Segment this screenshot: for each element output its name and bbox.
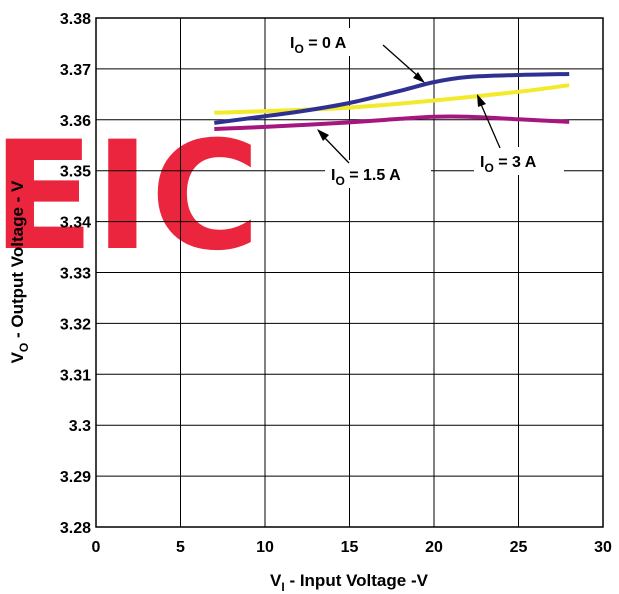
y-tick-label: 3.35 bbox=[60, 164, 91, 181]
y-axis-label: VO - Output Voltage - V bbox=[8, 180, 31, 363]
series-io-1-5a-line bbox=[214, 114, 570, 131]
x-tick-label: 0 bbox=[92, 539, 101, 556]
y-tick-label: 3.34 bbox=[60, 215, 91, 232]
series-io-0a-line bbox=[214, 71, 570, 125]
tick-labels: 0 5 10 15 20 25 30 3.28 3.29 3.3 3.31 3.32 3.33 3.34 3… bbox=[60, 11, 612, 556]
y-tick-label: 3.29 bbox=[60, 469, 91, 486]
x-tick-label: 10 bbox=[256, 539, 274, 556]
svg-text:IO = 0 A: IO = 0 A bbox=[290, 35, 347, 56]
y-tick-label: 3.3 bbox=[69, 418, 91, 435]
x-tick-label: 15 bbox=[341, 539, 359, 556]
y-tick-label: 3.32 bbox=[60, 316, 91, 333]
series-layer bbox=[214, 71, 570, 131]
x-tick-label: 30 bbox=[594, 539, 612, 556]
y-tick-label: 3.37 bbox=[60, 62, 91, 79]
annotation-io-1-5a: IO = 1.5 A bbox=[317, 129, 431, 188]
annotation-io-0a: IO = 0 A bbox=[283, 28, 425, 83]
y-tick-label: 3.36 bbox=[60, 113, 91, 130]
svg-text:IO = 3 A: IO = 3 A bbox=[480, 154, 537, 175]
annotation-io-3a: IO = 3 A bbox=[474, 94, 564, 175]
y-tick-label: 3.31 bbox=[60, 367, 91, 384]
y-tick-label: 3.28 bbox=[60, 520, 91, 537]
svg-text:IO = 1.5 A: IO = 1.5 A bbox=[331, 167, 401, 188]
x-tick-label: 5 bbox=[176, 539, 185, 556]
x-tick-label: 25 bbox=[510, 539, 528, 556]
x-axis-label: VI - Input Voltage -V bbox=[270, 571, 429, 594]
watermark: EIC bbox=[0, 110, 260, 284]
y-tick-label: 3.38 bbox=[60, 11, 91, 28]
grid bbox=[95, 17, 604, 528]
plot-frame bbox=[95, 17, 604, 528]
y-tick-label: 3.33 bbox=[60, 266, 91, 283]
series-io-3a-line bbox=[214, 83, 570, 115]
x-tick-label: 20 bbox=[425, 539, 443, 556]
